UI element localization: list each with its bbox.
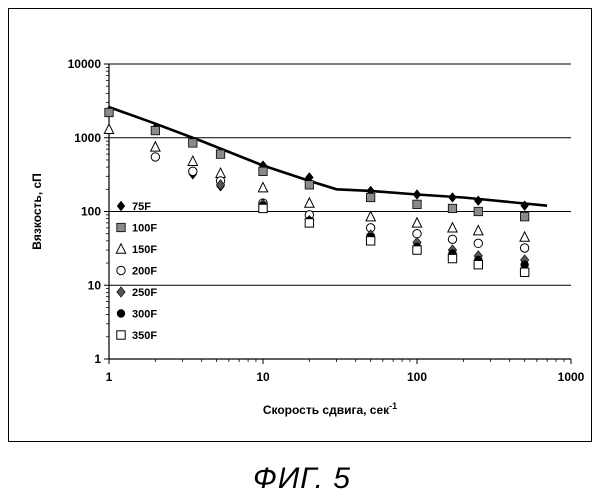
data-point-150F: [258, 183, 267, 192]
data-point-150F: [412, 218, 421, 227]
data-point-100F: [105, 108, 113, 116]
legend-label-75F: 75F: [132, 201, 151, 213]
data-point-350F: [474, 260, 482, 268]
legend-marker-350F: [117, 331, 125, 339]
legend-marker-150F: [116, 244, 125, 253]
data-point-75F: [448, 192, 456, 202]
legend-marker-100F: [117, 223, 125, 231]
data-point-350F: [448, 254, 456, 262]
data-point-100F: [259, 167, 267, 175]
legend-label-100F: 100F: [132, 223, 157, 235]
data-point-100F: [413, 200, 421, 208]
legend-label-200F: 200F: [132, 266, 157, 278]
data-point-100F: [520, 213, 528, 221]
legend-label-150F: 150F: [132, 244, 157, 256]
data-point-150F: [104, 124, 113, 133]
y-tick-label: 100: [81, 205, 101, 219]
x-tick-label: 10: [256, 370, 270, 384]
data-point-75F: [413, 189, 421, 199]
x-axis-title: Скорость сдвига, сек-1: [263, 401, 397, 417]
legend-marker-250F: [117, 287, 125, 297]
data-point-200F: [520, 244, 528, 252]
fit-line: [109, 107, 547, 206]
figure-caption: ФИГ. 5: [0, 462, 604, 496]
y-tick-label: 10: [88, 278, 102, 292]
data-point-200F: [448, 235, 456, 243]
data-point-150F: [474, 225, 483, 234]
data-point-75F: [474, 196, 482, 206]
data-point-200F: [151, 153, 159, 161]
legend-label-250F: 250F: [132, 287, 157, 299]
legend-marker-300F: [117, 309, 125, 317]
data-point-100F: [448, 204, 456, 212]
data-point-200F: [189, 167, 197, 175]
legend-marker-200F: [117, 266, 125, 274]
data-point-200F: [413, 230, 421, 238]
data-point-150F: [520, 232, 529, 241]
data-point-150F: [305, 198, 314, 207]
data-point-150F: [151, 142, 160, 151]
data-point-100F: [305, 181, 313, 189]
data-point-100F: [151, 126, 159, 134]
x-tick-label: 1000: [558, 370, 585, 384]
y-tick-label: 1: [94, 352, 101, 366]
data-point-150F: [216, 168, 225, 177]
y-axis-title: Вязкость, сП: [30, 173, 44, 250]
data-point-100F: [366, 193, 374, 201]
legend-label-350F: 350F: [132, 330, 157, 342]
data-point-350F: [520, 268, 528, 276]
chart-frame: 75F 100F 150F 200F 250F 300F 350F 1 10 100 1000 10…: [8, 8, 592, 442]
y-tick-label: 10000: [68, 57, 102, 71]
data-point-350F: [305, 219, 313, 227]
data-point-150F: [188, 156, 197, 165]
x-tick-label: 1: [106, 370, 113, 384]
data-point-100F: [216, 150, 224, 158]
x-tick-label: 100: [407, 370, 427, 384]
data-point-150F: [448, 223, 457, 232]
data-point-100F: [189, 139, 197, 147]
legend-marker-75F: [117, 201, 125, 211]
data-point-350F: [259, 204, 267, 212]
viscosity-chart: 75F 100F 150F 200F 250F 300F 350F 1 10 100 1000 10…: [9, 9, 593, 443]
data-point-350F: [413, 246, 421, 254]
data-point-150F: [366, 212, 375, 221]
data-point-200F: [474, 239, 482, 247]
y-tick-label: 1000: [74, 131, 101, 145]
legend-label-300F: 300F: [132, 309, 157, 321]
data-point-350F: [366, 237, 374, 245]
data-point-100F: [474, 207, 482, 215]
